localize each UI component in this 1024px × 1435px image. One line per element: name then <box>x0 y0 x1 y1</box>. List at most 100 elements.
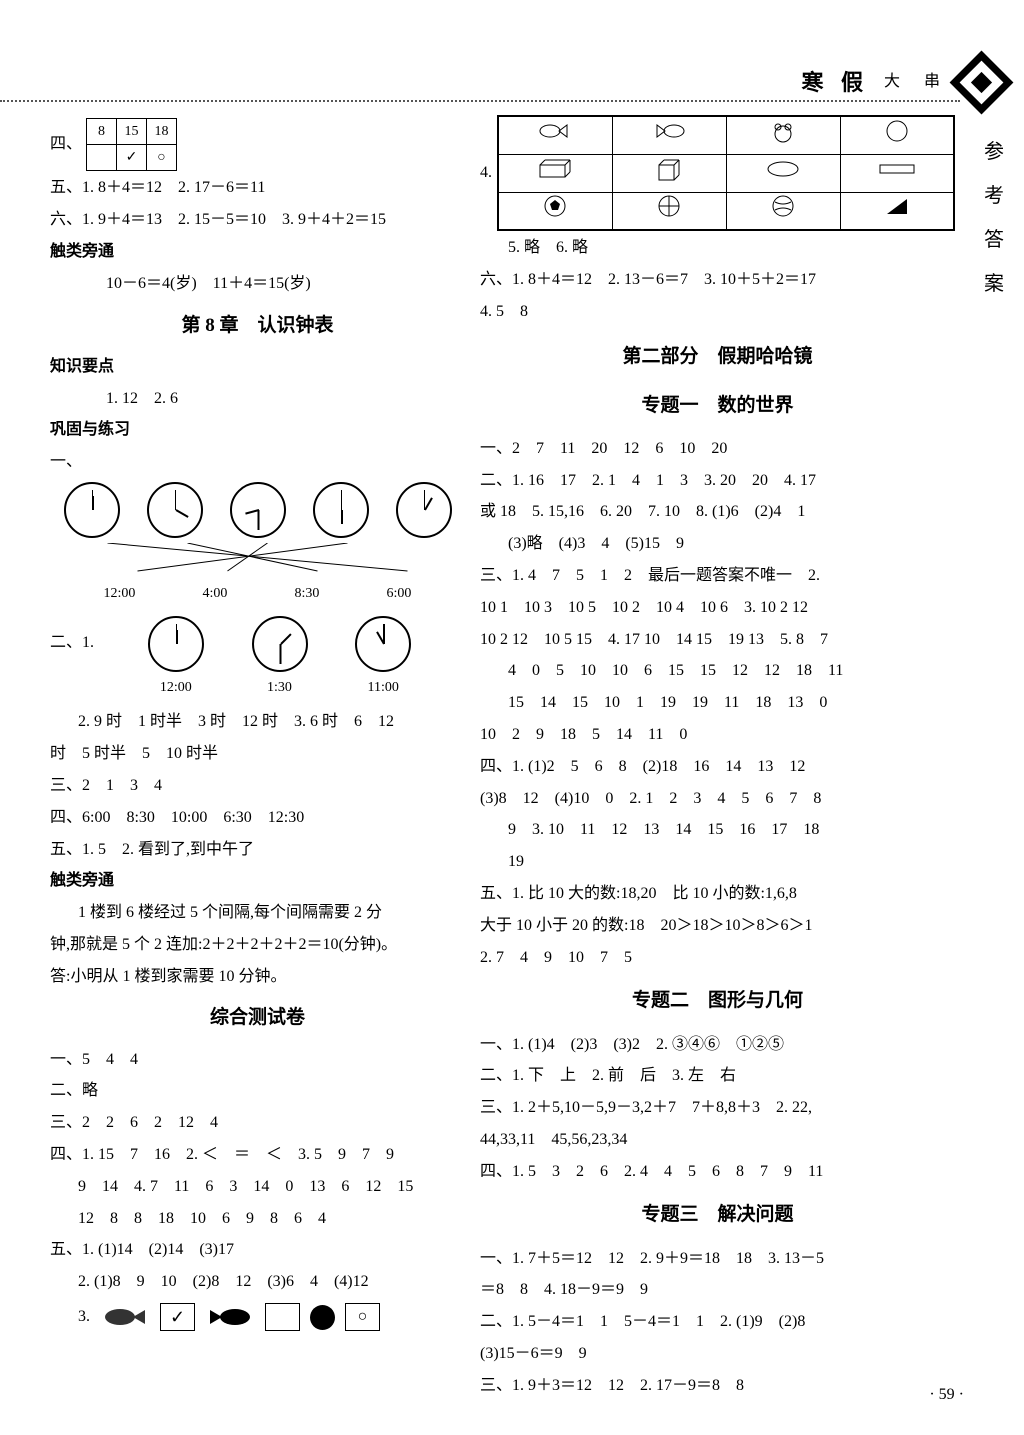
t1-4c: 9 3. 10 11 12 13 14 15 16 17 18 <box>480 816 955 845</box>
t1-3c: 10 2 12 10 5 15 4. 17 10 14 15 19 13 5. … <box>480 626 955 655</box>
frog-cell <box>726 116 840 154</box>
practice-label: 巩固与练习 <box>50 416 465 445</box>
clock-4 <box>313 482 369 538</box>
fish-icon-2 <box>205 1305 255 1330</box>
knowledge-label: 知识要点 <box>50 353 465 382</box>
q5-line: 五、1. 8＋4＝12 2. 17－6＝11 <box>50 174 465 203</box>
q4-row: 四、 8 15 18 ✓ ○ <box>50 118 465 171</box>
picture-grid <box>497 115 955 231</box>
divider-line <box>0 100 960 102</box>
flat-cell <box>840 154 954 192</box>
clock-7: 1:30 <box>252 616 308 700</box>
t1-3: 三、1. 4 7 5 1 2 最后一题答案不唯一 2. <box>480 562 955 591</box>
check-box: ✓ <box>160 1303 195 1331</box>
t1-4: 四、1. (1)2 5 6 8 (2)18 16 14 13 12 <box>480 753 955 782</box>
circle-box: ○ <box>345 1303 380 1331</box>
clock-3 <box>230 482 286 538</box>
c5: 五、1. (1)14 (2)14 (3)17 <box>50 1236 465 1265</box>
analogy-label2: 触类旁通 <box>50 867 465 896</box>
q6-line: 六、1. 9＋4＝13 2. 15－5＝10 3. 9＋4＋2＝15 <box>50 206 465 235</box>
page-number: · 59 · <box>929 1381 964 1410</box>
left-column: 四、 8 15 18 ✓ ○ 五、1. 8＋4＝12 2. 17－6＝11 六、… <box>50 115 465 1404</box>
clock-labels-1: 12:00 4:00 8:30 6:00 <box>50 578 465 606</box>
clock-5 <box>396 482 452 538</box>
ex2-3: 时 5 时半 5 10 时半 <box>50 740 465 769</box>
fish-icon-1 <box>100 1305 150 1330</box>
ex2-2: 2. 9 时 1 时半 3 时 12 时 3. 6 时 6 12 <box>50 708 465 737</box>
ex3: 三、2 1 3 4 <box>50 772 465 801</box>
comprehensive-title: 综合测试卷 <box>50 1001 465 1035</box>
clocks-row-2: 12:00 1:30 11:00 <box>94 616 465 700</box>
q4-label: 四、 <box>50 135 82 152</box>
t3-1b: ＝8 8 4. 18－9＝9 9 <box>480 1276 955 1305</box>
topic2-title: 专题二 图形与几何 <box>480 984 955 1018</box>
c1: 一、5 4 4 <box>50 1046 465 1075</box>
ex1-label: 一、 <box>50 448 465 477</box>
analogy2-l3: 答:小明从 1 楼到家需要 10 分钟。 <box>50 963 465 992</box>
t3-2: 二、1. 5－4＝1 1 5－4＝1 1 2. (1)9 (2)8 <box>480 1308 955 1337</box>
t1-5b: 大于 10 小于 20 的数:18 20＞18＞10＞8＞6＞1 <box>480 912 955 941</box>
analogy2-l2: 钟,那就是 5 个 2 连加:2＋2＋2＋2＋2＝10(分钟)。 <box>50 931 465 960</box>
t1-2: 二、1. 16 17 2. 1 4 1 3 3. 20 20 4. 17 <box>480 467 955 496</box>
t2-1: 一、1. (1)4 (2)3 (3)2 2. ③④⑥ ①②⑤ <box>480 1031 955 1060</box>
t1-3b: 10 1 10 3 10 5 10 2 10 4 10 6 3. 10 2 12 <box>480 594 955 623</box>
dot-icon <box>310 1305 335 1330</box>
topic1-title: 专题一 数的世界 <box>480 389 955 423</box>
basketball-cell <box>612 192 726 230</box>
flag-cell <box>840 192 954 230</box>
cube-cell <box>612 154 726 192</box>
cuboid-cell <box>498 154 612 192</box>
t2-4: 四、1. 5 3 2 6 2. 4 4 5 6 8 7 9 11 <box>480 1158 955 1187</box>
q4-table: 8 15 18 ✓ ○ <box>86 118 177 171</box>
r5-6: 5. 略 6. 略 <box>480 234 955 263</box>
grid-label: 4. <box>480 159 492 188</box>
cross-lines <box>50 543 465 573</box>
t1-4b: (3)8 12 (4)10 0 2. 1 2 3 4 5 6 7 8 <box>480 785 955 814</box>
t2-3: 三、1. 2＋5,10－5,9－3,2＋7 7＋8,8＋3 2. 22, <box>480 1094 955 1123</box>
t1-5: 五、1. 比 10 大的数:18,20 比 10 小的数:1,6,8 <box>480 880 955 909</box>
oval-cell <box>726 154 840 192</box>
t2-2: 二、1. 下 上 2. 前 后 3. 左 右 <box>480 1062 955 1091</box>
topic3-title: 专题三 解决问题 <box>480 1198 955 1232</box>
face-cell <box>840 116 954 154</box>
t1-2b: 或 18 5. 15,16 6. 20 7. 10 8. (1)6 (2)4 1 <box>480 498 955 527</box>
soccer-cell <box>498 192 612 230</box>
c3: 三、2 2 6 2 12 4 <box>50 1109 465 1138</box>
ex4: 四、6:00 8:30 10:00 6:30 12:30 <box>50 804 465 833</box>
empty-box-1 <box>265 1303 300 1331</box>
side-label: 参考答案 <box>979 130 1009 306</box>
header-title: 寒 假 <box>801 63 869 103</box>
chapter8-title: 第 8 章 认识钟表 <box>50 309 465 343</box>
fish-cell <box>498 116 612 154</box>
header-subtitle: 大 串 <box>884 68 944 97</box>
volleyball-cell <box>726 192 840 230</box>
c5c-row: 3. ✓ ○ <box>78 1303 465 1332</box>
t3-3: 三、1. 9＋3＝12 12 2. 17－9＝8 8 <box>480 1372 955 1401</box>
c5b: 2. (1)8 9 10 (2)8 12 (3)6 4 (4)12 <box>50 1268 465 1297</box>
c2: 二、略 <box>50 1077 465 1106</box>
ex2-label: 二、1. <box>50 611 94 658</box>
diamond-icon <box>950 51 1014 115</box>
clock-6: 12:00 <box>148 616 204 700</box>
clocks-row-1 <box>50 482 465 538</box>
t1-5c: 2. 7 4 9 10 7 5 <box>480 944 955 973</box>
t3-1: 一、1. 7＋5＝12 12 2. 9＋9＝18 18 3. 13－5 <box>480 1245 955 1274</box>
c4: 四、1. 15 7 16 2. ＜ ＝ ＜ 3. 5 9 7 9 <box>50 1141 465 1170</box>
clock-2 <box>147 482 203 538</box>
t2-3b: 44,33,11 45,56,23,34 <box>480 1126 955 1155</box>
content-area: 四、 8 15 18 ✓ ○ 五、1. 8＋4＝12 2. 17－6＝11 六、… <box>50 115 980 1404</box>
t1-3d: 4 0 5 10 10 6 15 15 12 12 18 11 <box>480 657 955 686</box>
analogy2-l1: 1 楼到 6 楼经过 5 个间隔,每个间隔需要 2 分 <box>50 899 465 928</box>
t1-3e: 15 14 15 10 1 19 19 11 18 13 0 <box>480 689 955 718</box>
c4c: 12 8 8 18 10 6 9 8 6 4 <box>50 1205 465 1234</box>
part2-title: 第二部分 假期哈哈镜 <box>480 340 955 374</box>
analogy-label: 触类旁通 <box>50 238 465 267</box>
right-column: 4. <box>480 115 955 1404</box>
page-header: 寒 假 大 串 <box>801 60 1014 105</box>
r6: 六、1. 8＋4＝12 2. 13－6＝7 3. 10＋5＋2＝17 <box>480 266 955 295</box>
t1-1: 一、2 7 11 20 12 6 10 20 <box>480 435 955 464</box>
r6b: 4. 5 8 <box>480 298 955 327</box>
fish2-cell <box>612 116 726 154</box>
ex5: 五、1. 5 2. 看到了,到中午了 <box>50 836 465 865</box>
analogy-text: 10－6＝4(岁) 11＋4＝15(岁) <box>50 270 465 299</box>
